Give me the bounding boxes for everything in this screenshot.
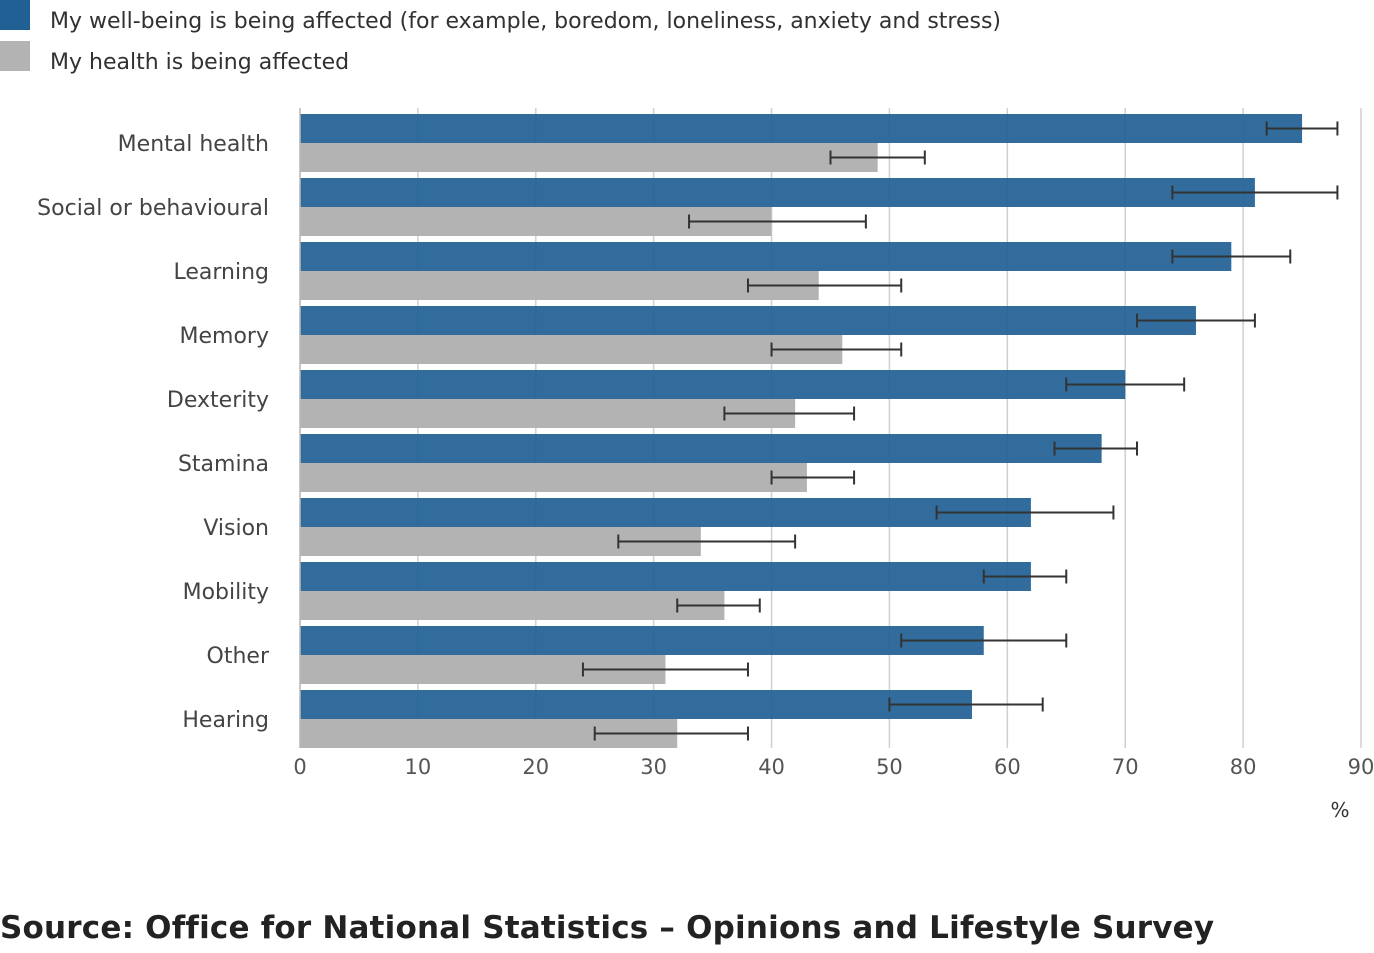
bar-vision-s1 xyxy=(300,498,1031,527)
x-tick-label-0: 0 xyxy=(293,755,306,779)
bar-dexterity-s2 xyxy=(300,399,796,428)
bar-memory-s2 xyxy=(300,335,843,364)
x-tick-label-70: 70 xyxy=(1112,755,1139,779)
x-tick-label-50: 50 xyxy=(876,755,903,779)
category-label-mobility: Mobility xyxy=(183,580,269,605)
category-label-vision: Vision xyxy=(203,516,269,541)
x-tick-label-80: 80 xyxy=(1230,755,1257,779)
category-label-learning: Learning xyxy=(173,260,269,285)
legend-swatch-1 xyxy=(0,0,30,30)
bar-mobility-s2 xyxy=(300,591,725,620)
bar-stamina-s1 xyxy=(300,434,1102,463)
bar-memory-s1 xyxy=(300,306,1196,335)
legend-label-1: My well-being is being affected (for exa… xyxy=(50,9,1001,34)
category-label-mental-health: Mental health xyxy=(118,132,269,157)
bar-other-s1 xyxy=(300,626,984,655)
bar-mobility-s1 xyxy=(300,562,1031,591)
x-tick-label-10: 10 xyxy=(405,755,432,779)
bar-mental-health-s2 xyxy=(300,143,878,172)
x-tick-label-30: 30 xyxy=(640,755,667,779)
category-label-memory: Memory xyxy=(180,324,269,349)
source-note: Source: Office for National Statistics –… xyxy=(0,910,1215,946)
bar-learning-s1 xyxy=(300,242,1232,271)
bar-stamina-s2 xyxy=(300,463,807,492)
bar-dexterity-s1 xyxy=(300,370,1126,399)
bar-mental-health-s1 xyxy=(300,114,1303,143)
bar-learning-s2 xyxy=(300,271,819,300)
bar-hearing-s1 xyxy=(300,690,972,719)
category-label-social-or-behavioural: Social or behavioural xyxy=(37,196,269,221)
legend-label-2: My health is being affected xyxy=(50,50,349,75)
legend-swatch-2 xyxy=(0,41,30,71)
x-tick-label-60: 60 xyxy=(994,755,1021,779)
chart: My well-being is being affected (for exa… xyxy=(0,0,1374,822)
category-label-other: Other xyxy=(207,644,270,669)
category-label-dexterity: Dexterity xyxy=(167,388,269,413)
category-label-hearing: Hearing xyxy=(182,708,269,733)
bar-social-or-behavioural-s1 xyxy=(300,178,1255,207)
x-tick-label-40: 40 xyxy=(758,755,785,779)
x-tick-label-20: 20 xyxy=(522,755,549,779)
x-axis-label: % xyxy=(1330,798,1349,822)
x-tick-label-90: 90 xyxy=(1348,755,1374,779)
category-label-stamina: Stamina xyxy=(178,452,269,477)
